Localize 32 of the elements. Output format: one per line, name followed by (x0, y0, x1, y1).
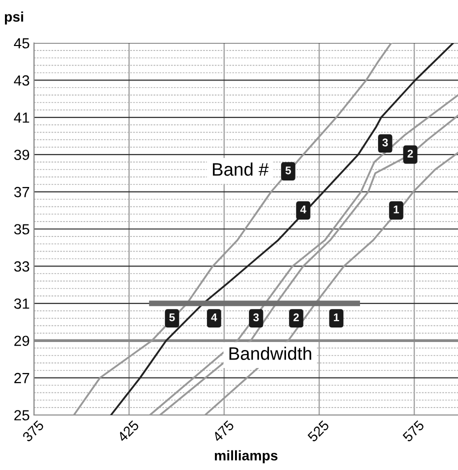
y-tick-label: 43 (14, 75, 30, 86)
x-tick-label: 425 (116, 420, 140, 443)
annotation: 1 (334, 314, 340, 322)
y-tick-label: 39 (14, 150, 30, 160)
annotation: 5 (285, 166, 291, 174)
y-tick-label: 45 (14, 38, 30, 48)
annotation: 4 (300, 206, 306, 214)
y-tick-label: 25 (14, 410, 30, 420)
y-tick-label: 31 (14, 298, 30, 309)
x-tick-label: 525 (307, 420, 330, 442)
annotation: 2 (408, 150, 413, 158)
annotation: Bandwidth (229, 346, 312, 360)
y-tick-label: 33 (14, 261, 30, 272)
line-series (110, 43, 454, 415)
y-tick-label: 37 (14, 186, 30, 198)
line-series (73, 43, 392, 415)
y-tick-label: 29 (14, 336, 30, 346)
x-tick-label: 475 (212, 420, 235, 443)
annotation: 3 (382, 138, 388, 146)
annotation: Band # (212, 162, 269, 176)
x-tick-label: 375 (22, 420, 44, 442)
annotation: 1 (394, 206, 399, 214)
annotation: 3 (253, 313, 259, 322)
y-tick-label: 41 (14, 112, 30, 123)
annotation: 4 (211, 314, 218, 322)
y-tick-label: 27 (14, 372, 30, 384)
annotation: 5 (169, 314, 175, 322)
x-tick-label: 575 (402, 420, 425, 442)
y-tick-label: 35 (14, 224, 30, 234)
x-axis-title: milliamps (214, 450, 278, 464)
annotation: 2 (293, 313, 299, 322)
y-axis-title: psi (4, 12, 24, 24)
